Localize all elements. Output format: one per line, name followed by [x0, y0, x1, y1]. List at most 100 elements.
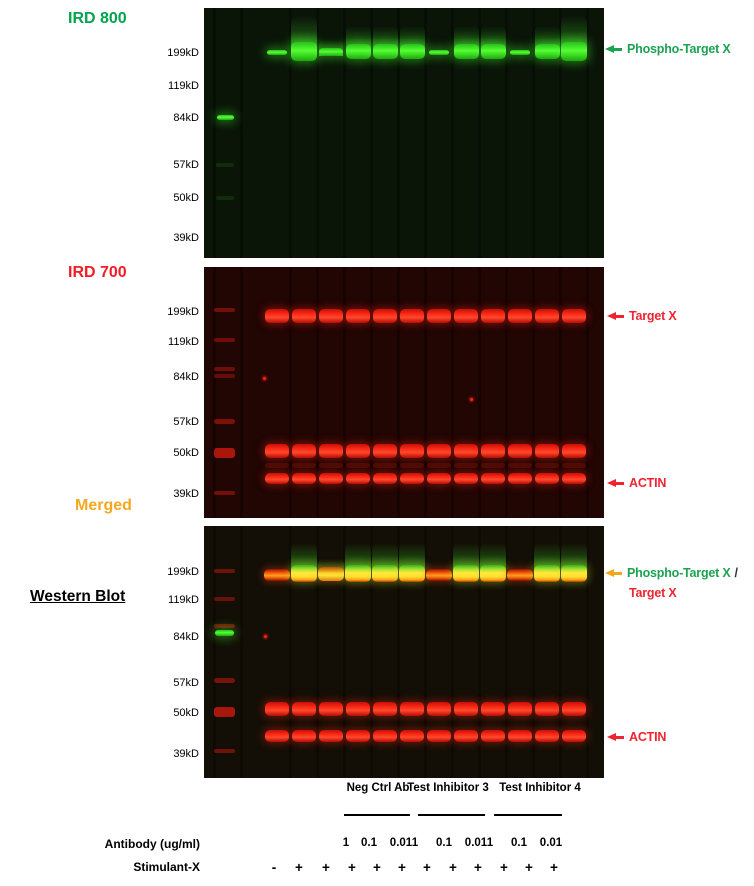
- stimulant-symbol: +: [423, 860, 431, 875]
- actin-band: [562, 730, 586, 742]
- actin-band: [319, 473, 343, 484]
- faint-band: [400, 463, 424, 468]
- phospho-target-x-band: [319, 48, 343, 56]
- annotation-phospho-target-x: Phospho-Target X: [605, 42, 731, 56]
- band-50kd: [292, 444, 316, 458]
- actin-band: [292, 730, 316, 742]
- stimulant-symbol: -: [271, 860, 277, 875]
- actin-band: [562, 473, 586, 484]
- faint-band: [373, 463, 397, 468]
- band-50kd: [319, 444, 343, 458]
- target-x-band: [454, 309, 478, 323]
- figure-label: Western Blot: [30, 588, 126, 605]
- marker-band-faint: [216, 196, 234, 200]
- actin-band: [535, 730, 559, 742]
- antibody-row-label: Antibody (ug/ml): [104, 837, 200, 851]
- target-x-band: [319, 309, 343, 323]
- target-x-band: [562, 309, 586, 323]
- treatment-group-label: Neg Ctrl Ab: [346, 782, 410, 794]
- stimulant-symbol: +: [525, 860, 533, 875]
- target-x-band: [535, 309, 559, 323]
- actin-band: [319, 730, 343, 742]
- actin-band: [481, 730, 505, 742]
- band-50kd: [319, 702, 343, 716]
- phospho-target-x-band: [534, 44, 560, 59]
- mw-label: 57kD: [173, 677, 199, 689]
- actin-band: [454, 730, 478, 742]
- faint-band: [535, 463, 559, 468]
- faint-band: [319, 463, 343, 468]
- mw-label: 84kD: [173, 371, 199, 383]
- actin-band: [535, 473, 559, 484]
- target-x-band: [400, 309, 424, 323]
- band-50kd: [562, 444, 586, 458]
- antibody-dose-value: 0.1: [436, 837, 452, 849]
- faint-band: [265, 463, 289, 468]
- actin-band: [481, 473, 505, 484]
- antibody-dose-value: 0.01: [389, 837, 413, 849]
- mw-label: 199kD: [167, 566, 199, 578]
- band-50kd: [400, 702, 424, 716]
- band-50kd: [346, 444, 370, 458]
- merged-target-band: [345, 565, 371, 582]
- merged-target-band: [534, 565, 560, 582]
- marker-band: [214, 448, 235, 458]
- actin-band: [400, 473, 424, 484]
- phospho-target-x-band: [399, 44, 425, 59]
- band-50kd: [481, 702, 505, 716]
- marker-band: [214, 749, 235, 753]
- phospho-target-x-band: [345, 44, 371, 59]
- panel-title-merged: Merged: [75, 497, 132, 514]
- annotation-merged-phospho: Phospho-Target X /: [605, 566, 738, 580]
- band-50kd: [535, 444, 559, 458]
- band-50kd: [373, 702, 397, 716]
- actin-band: [427, 730, 451, 742]
- marker-band: [214, 374, 235, 378]
- band-50kd: [481, 444, 505, 458]
- treatment-group-label: Test Inhibitor 3: [407, 782, 489, 794]
- blot-panel-ird800: [204, 8, 604, 258]
- stimulant-symbol: +: [500, 860, 508, 875]
- faint-band: [508, 463, 532, 468]
- phospho-target-x-band: [453, 44, 479, 59]
- merged-target-band: [453, 565, 479, 582]
- target-x-band: [292, 309, 316, 323]
- band-50kd: [373, 444, 397, 458]
- antibody-dose-value: 0.01: [464, 837, 488, 849]
- marker-band: [214, 569, 235, 573]
- band-50kd: [454, 702, 478, 716]
- phospho-target-x-band: [267, 50, 287, 55]
- faint-band: [346, 463, 370, 468]
- marker-band: [214, 338, 235, 342]
- mw-label: 57kD: [173, 159, 199, 171]
- target-x-band: [265, 309, 289, 323]
- annotation-actin-ird700: ACTIN: [607, 476, 666, 490]
- stimulant-symbol: +: [322, 860, 330, 875]
- group-underline: [418, 814, 485, 816]
- mw-label: 119kD: [168, 336, 199, 348]
- mw-label: 57kD: [173, 416, 199, 428]
- band-50kd: [427, 444, 451, 458]
- stimulant-symbol: +: [550, 860, 558, 875]
- stimulant-symbol: +: [348, 860, 356, 875]
- mw-label: 50kD: [173, 447, 199, 459]
- mw-label: 84kD: [173, 112, 199, 124]
- target-x-band: [508, 309, 532, 323]
- merged-target-band: [399, 565, 425, 582]
- marker-band: [214, 491, 235, 495]
- merged-target-band: [291, 565, 317, 582]
- annotation-actin-merged: ACTIN: [607, 730, 666, 744]
- phospho-target-x-band: [510, 50, 530, 55]
- band-50kd: [508, 444, 532, 458]
- speck: [470, 398, 473, 401]
- speck: [264, 635, 267, 638]
- mw-label: 199kD: [167, 306, 199, 318]
- marker-band-84kd: [217, 115, 234, 120]
- marker-band: [214, 707, 235, 717]
- group-underline: [344, 814, 410, 816]
- band-50kd: [265, 444, 289, 458]
- actin-band: [508, 473, 532, 484]
- phospho-target-x-band: [429, 50, 449, 55]
- target-x-band: [481, 309, 505, 323]
- band-50kd: [400, 444, 424, 458]
